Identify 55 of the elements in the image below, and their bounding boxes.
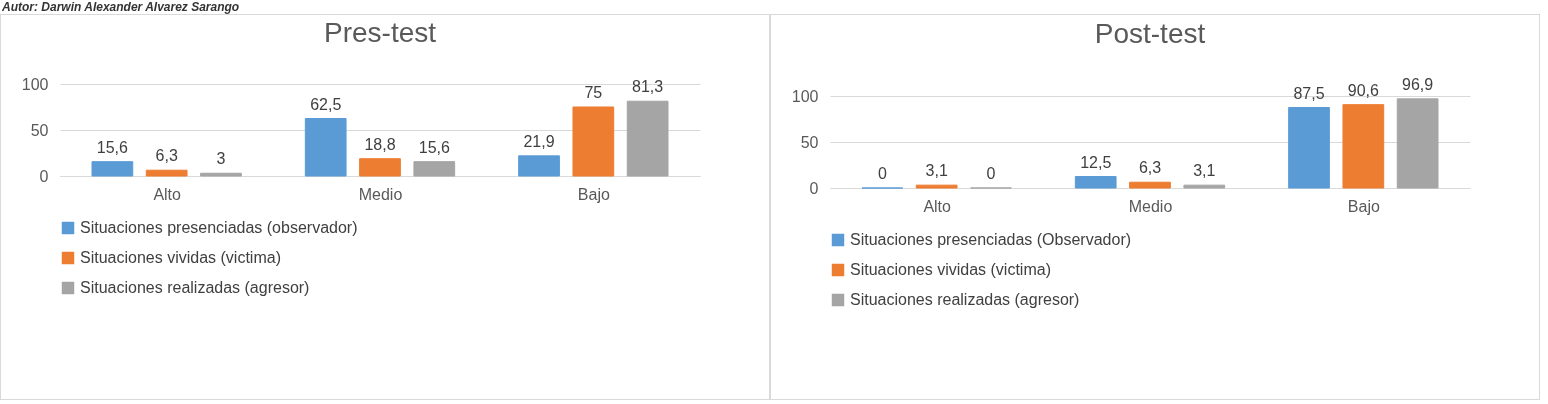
data-label: 3,1	[925, 162, 948, 180]
bar	[304, 118, 347, 177]
legend-label: Situaciones presenciadas (Observador)	[850, 231, 1132, 248]
data-label: 81,3	[632, 78, 664, 96]
y-tick-label: 100	[21, 75, 49, 93]
chart-title: Pres-test	[323, 17, 437, 48]
data-label: 62,5	[310, 95, 342, 113]
bar	[413, 161, 456, 177]
y-tick-label: 50	[800, 133, 819, 151]
data-label: 18,8	[364, 135, 396, 153]
bar	[1288, 107, 1330, 189]
data-label: 3	[216, 150, 226, 168]
bar	[1074, 176, 1117, 189]
bar	[572, 106, 615, 177]
bar	[1342, 104, 1385, 189]
data-label: 6,3	[155, 147, 178, 165]
data-label: 96,9	[1402, 75, 1434, 93]
data-label: 15,6	[418, 138, 450, 156]
x-tick-label: Medio	[358, 185, 403, 203]
data-label: 12,5	[1080, 153, 1112, 171]
data-label: 87,5	[1293, 84, 1325, 102]
bar	[626, 100, 669, 177]
bar	[145, 169, 188, 177]
x-tick-label: Bajo	[1347, 197, 1380, 215]
bar	[518, 155, 560, 177]
legend-label: Situaciones vividas (victima)	[850, 261, 1051, 278]
x-tick-label: Medio	[1128, 197, 1173, 215]
data-label: 21,9	[523, 132, 555, 150]
bar	[1396, 98, 1439, 189]
bar	[91, 161, 134, 177]
data-label: 0	[986, 165, 996, 182]
data-label: 75	[584, 84, 603, 101]
data-label: 90,6	[1347, 81, 1380, 99]
bar	[359, 158, 401, 177]
legend-label: Situaciones realizadas (agresor)	[850, 291, 1080, 308]
bar	[915, 184, 958, 189]
data-label: 6,3	[1138, 159, 1162, 177]
y-tick-label: 0	[39, 167, 49, 185]
y-tick-label: 100	[791, 87, 819, 105]
data-label: 0	[877, 165, 887, 182]
y-tick-label: 0	[809, 179, 819, 197]
legend-label: Situaciones presenciadas (observador)	[80, 219, 358, 236]
chart-title: Post-test	[1094, 17, 1206, 49]
y-tick-label: 50	[30, 121, 49, 139]
legend-label: Situaciones realizadas (agresor)	[80, 279, 310, 296]
bar	[1183, 184, 1226, 189]
data-label: 15,6	[96, 138, 129, 156]
legend-label: Situaciones vividas (victima)	[80, 249, 281, 266]
data-label: 3,1	[1193, 162, 1216, 180]
x-tick-label: Alto	[153, 185, 182, 203]
bar	[200, 172, 242, 177]
bar	[1129, 181, 1171, 189]
text: Autor: Darwin Alexander Alvarez Sarango	[1, 0, 241, 14]
x-tick-label: Alto	[923, 197, 952, 215]
x-tick-label: Bajo	[577, 185, 610, 203]
